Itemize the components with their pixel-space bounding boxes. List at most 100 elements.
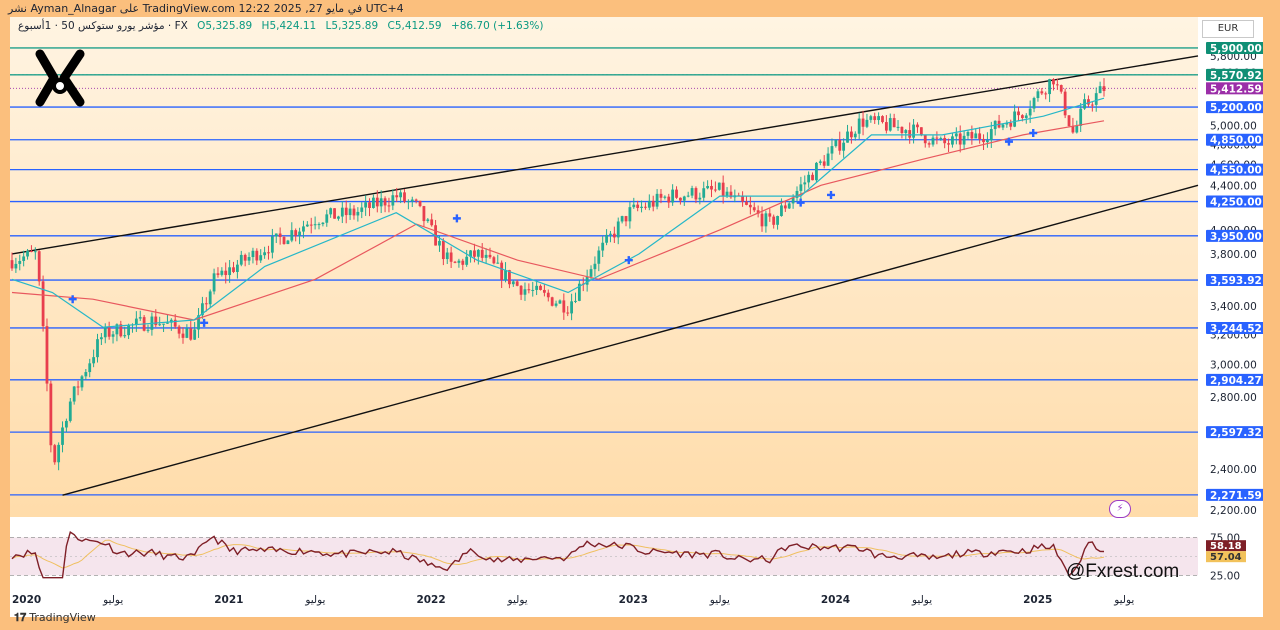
candle-body [947,143,950,145]
candle-body [10,260,14,269]
candle-body [570,301,574,314]
axis-tick-label: 5,000.00 [1210,120,1257,132]
candle-body [632,204,636,208]
candle-body [679,197,682,201]
candle-body [546,292,550,298]
candle-body [721,182,725,196]
candle-body [298,231,301,236]
signal-cross-marker [1004,137,1013,146]
candle-body [989,129,993,141]
candle-body [958,133,962,145]
candle-body [33,251,37,253]
candle-body [1087,99,1090,105]
price-pane-bg [10,17,1198,517]
candle-body [542,289,546,293]
candle-body [830,146,834,154]
level-badge [1206,373,1264,386]
candle-body [815,162,818,181]
level-badge [1206,488,1264,501]
time-axis-label: 2023 [619,594,648,606]
level-badge [1206,195,1264,208]
time-axis-label: 2020 [12,594,41,606]
candle-body [1102,86,1106,91]
candle-body [873,116,877,121]
time-axis-label: 2025 [1023,594,1052,606]
candle-body [877,116,881,121]
candle-body [1009,122,1013,127]
candle-body [1052,79,1055,85]
candle-body [372,197,375,208]
candle-body [96,339,99,358]
candle-body [628,207,632,222]
open-value: O5,325.89 [197,20,253,32]
axis-tick-label: 2,400.00 [1210,464,1257,476]
candle-body [360,207,364,212]
candle-body [1079,108,1083,126]
candle-body [644,206,647,208]
level-badge [1206,68,1264,81]
candle-body [255,250,259,261]
candle-body [138,317,142,319]
candle-body [119,324,123,337]
signal-cross-marker [827,190,835,199]
candle-body [931,137,935,145]
signal-cross-marker [796,198,805,207]
candle-body [850,131,853,138]
candle-body [1001,124,1005,128]
candle-body [799,184,803,191]
candle-body [383,198,387,206]
candle-body [865,119,869,127]
candle-body [667,196,671,203]
level-badge-label: 2,904.27 [1210,375,1262,387]
chart-panel[interactable]: 5,800.005,600.005,000.004,800.004,600.00… [10,17,1264,617]
candle-body [469,250,472,257]
candle-body [57,444,61,463]
candle-body [954,133,958,137]
candle-body [65,420,68,428]
signal-cross-marker [68,295,77,304]
candle-body [919,127,923,136]
candle-body [61,427,64,445]
candle-body [212,273,216,292]
candle-body [986,140,989,143]
level-badge [1206,133,1264,146]
candle-body [99,337,103,340]
candle-body [539,285,542,290]
candle-body [1036,91,1040,99]
level-badge [1206,41,1264,54]
candle-body [247,257,251,261]
rsi-ma-badge [1206,551,1246,563]
candle-body [853,133,857,138]
candle-body [162,323,165,325]
channel-upper-line [11,55,1199,255]
candle-body [616,221,620,238]
candle-body [189,328,193,340]
candle-body [640,206,643,208]
symbol-name[interactable]: مؤشر يورو ستوكس 50 · 1أسبوع · FX [18,20,188,32]
candle-body [682,196,686,201]
candle-body [88,363,92,373]
candle-body [1094,93,1098,105]
candle-body [1063,91,1067,116]
candle-body [414,199,418,201]
watermark-text: @Fxrest.com [1066,561,1180,582]
candle-body [68,401,72,421]
candle-body [558,300,562,304]
signal-cross-marker [452,214,461,223]
candle-body [18,260,22,264]
change-value: +86.70 (+1.63%) [450,20,544,32]
candle-body [348,208,352,216]
candle-body [1098,86,1102,94]
candle-body [263,252,266,256]
candle-body [368,202,371,208]
candle-body [181,333,185,338]
level-badge-label: 2,271.59 [1210,490,1262,502]
candle-body [224,270,228,276]
currency-button[interactable]: EUR [1202,20,1254,38]
candle-body [970,131,974,139]
candle-body [1075,125,1079,133]
time-axis-label: يوليو [102,594,123,606]
lightning-icon[interactable]: ⚡ [1109,500,1131,518]
candle-body [756,210,760,214]
candle-body [395,195,399,198]
